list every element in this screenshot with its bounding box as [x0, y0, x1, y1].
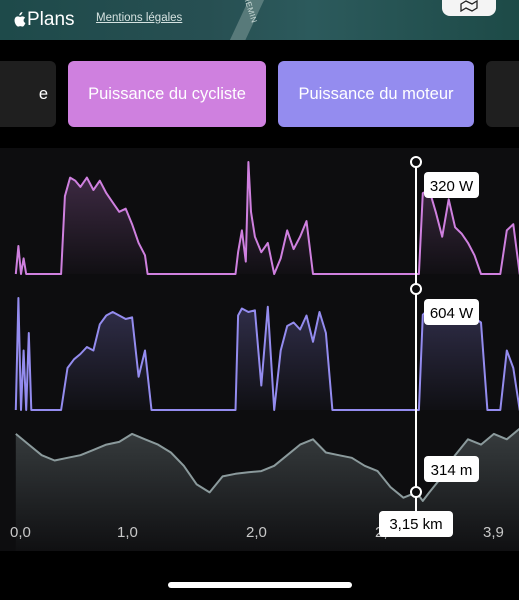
cursor-label-bg-altitude [424, 456, 479, 482]
cursor-distance-label: 3,15 km [379, 511, 453, 537]
cursor-marker-rider [410, 156, 422, 168]
tab-motor-power-label: Puissance du moteur [298, 84, 454, 103]
cursor-label-bg-rider [424, 172, 479, 198]
brand-name: Plans [27, 9, 75, 30]
series-area-0 [15, 162, 519, 274]
tab-next[interactable] [486, 61, 519, 127]
cursor-marker-altitude [410, 486, 422, 498]
tab-rider-power[interactable]: Puissance du cycliste [68, 61, 266, 127]
legal-link[interactable]: Mentions légales [96, 12, 183, 24]
apple-icon [14, 12, 26, 27]
ride-chart-svg: 320 W 604 W 314 m [14, 156, 519, 551]
series-line-0 [14, 161, 519, 275]
tab-previous-label: e [38, 84, 48, 103]
cursor-marker-motor [410, 283, 422, 295]
x-tick-label: 3,9 [483, 524, 504, 541]
map-layers-icon [460, 0, 478, 12]
tab-rider-power-label: Puissance du cycliste [88, 84, 246, 103]
apple-maps-logo: Plans [12, 9, 75, 31]
map-mode-button[interactable] [442, 0, 496, 16]
cursor-label-rider: 320 W [430, 178, 474, 195]
ride-chart[interactable]: 320 W 604 W 314 m [0, 148, 519, 551]
tab-motor-power[interactable]: Puissance du moteur [278, 61, 474, 127]
cursor-label-bg-motor [424, 299, 479, 325]
tab-previous[interactable]: e [0, 61, 56, 127]
metric-tabs: e Puissance du cycliste Puissance du mot… [0, 41, 519, 147]
series-area-1 [15, 298, 519, 410]
cursor-label-motor: 604 W [430, 305, 474, 322]
x-tick-label: 2,0 [246, 524, 267, 541]
cursor-label-altitude: 314 m [431, 462, 473, 479]
x-tick-label: 0,0 [10, 524, 31, 541]
home-indicator[interactable] [168, 582, 352, 588]
map-header: CHEMIN Plans Mentions légales [0, 0, 519, 40]
x-tick-label: 1,0 [117, 524, 138, 541]
